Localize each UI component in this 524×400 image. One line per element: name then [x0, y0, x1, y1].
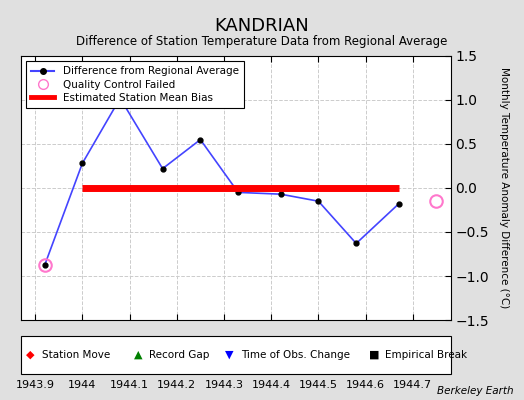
Y-axis label: Monthly Temperature Anomaly Difference (°C): Monthly Temperature Anomaly Difference (…: [498, 67, 509, 309]
Text: 1944.7: 1944.7: [394, 380, 432, 390]
Text: 1944.4: 1944.4: [252, 380, 291, 390]
Text: Empirical Break: Empirical Break: [385, 350, 467, 360]
Text: Time of Obs. Change: Time of Obs. Change: [241, 350, 350, 360]
Text: Record Gap: Record Gap: [149, 350, 210, 360]
Text: KANDRIAN: KANDRIAN: [215, 17, 309, 35]
Legend: Difference from Regional Average, Quality Control Failed, Estimated Station Mean: Difference from Regional Average, Qualit…: [26, 61, 244, 108]
Text: ■: ■: [369, 350, 380, 360]
Text: 1944: 1944: [68, 380, 96, 390]
Text: Berkeley Earth: Berkeley Earth: [437, 386, 514, 396]
Text: ◆: ◆: [26, 350, 35, 360]
Text: 1944.1: 1944.1: [110, 380, 149, 390]
Text: 1944.3: 1944.3: [204, 380, 244, 390]
Text: Station Move: Station Move: [42, 350, 110, 360]
Text: 1943.9: 1943.9: [16, 380, 54, 390]
Text: ▼: ▼: [225, 350, 234, 360]
Text: 1944.6: 1944.6: [346, 380, 385, 390]
Text: ▲: ▲: [134, 350, 142, 360]
Text: Difference of Station Temperature Data from Regional Average: Difference of Station Temperature Data f…: [77, 36, 447, 48]
Text: 1944.2: 1944.2: [157, 380, 196, 390]
Text: 1944.5: 1944.5: [299, 380, 338, 390]
